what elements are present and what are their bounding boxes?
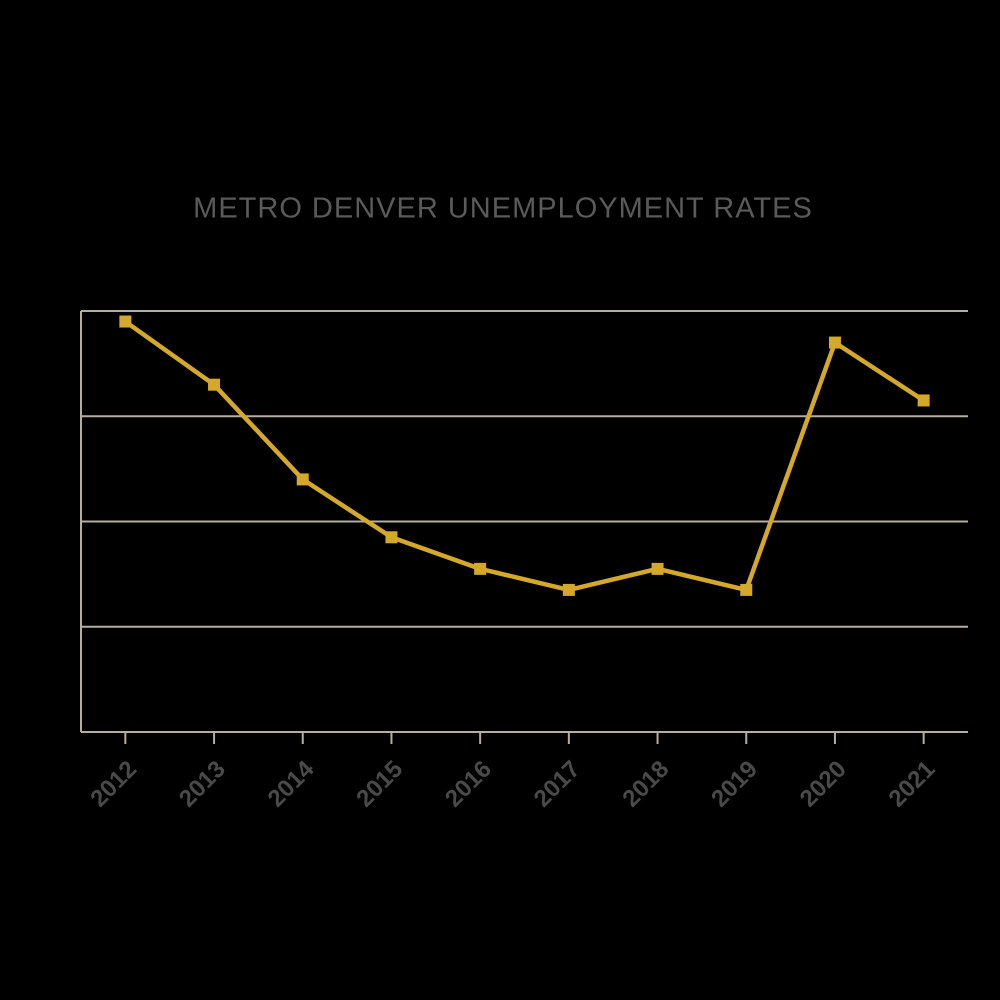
data-point bbox=[208, 378, 221, 391]
chart-title: METRO DENVER UNEMPLOYMENT RATES bbox=[193, 193, 813, 225]
data-point bbox=[562, 583, 575, 596]
data-point bbox=[740, 583, 753, 596]
data-point bbox=[651, 562, 664, 575]
data-point bbox=[119, 315, 132, 328]
data-point bbox=[296, 473, 309, 486]
data-point bbox=[385, 531, 398, 544]
data-point bbox=[474, 562, 487, 575]
data-point bbox=[917, 394, 930, 407]
data-line bbox=[124, 319, 925, 593]
data-point bbox=[828, 336, 841, 349]
